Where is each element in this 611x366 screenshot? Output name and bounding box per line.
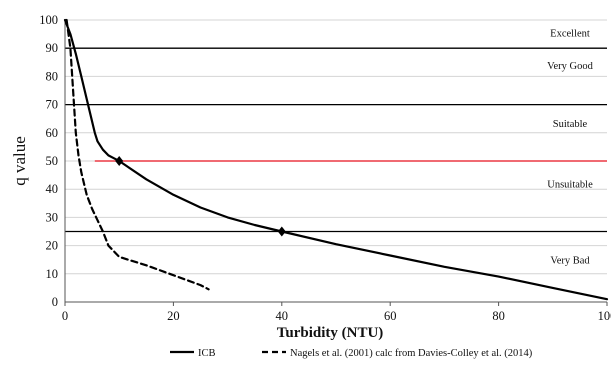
threshold-layer [65, 47, 607, 233]
y-axis-title: q value [10, 136, 29, 186]
x-axis-title: Turbidity (NTU) [277, 325, 384, 341]
y-tick-label: 60 [46, 126, 59, 140]
series-layer [63, 18, 609, 301]
band-label: Suitable [553, 119, 588, 130]
x-tick-label: 0 [62, 309, 68, 323]
y-tick-label: 70 [46, 98, 59, 112]
legend: ICB Nagels et al. (2001) calc from Davies… [170, 348, 533, 359]
y-tick-label: 100 [39, 13, 58, 27]
marker-layer [115, 156, 286, 237]
y-tick-label: 0 [52, 295, 58, 309]
x-tick-label: 20 [167, 309, 180, 323]
y-tick-label: 10 [46, 267, 59, 281]
legend-label: ICB [198, 348, 216, 359]
diamond-marker [115, 156, 124, 166]
band-label: Excellent [550, 29, 590, 40]
y-tick-label: 50 [46, 154, 59, 168]
icb-series-line [63, 18, 609, 301]
nagels-series-line [65, 18, 210, 291]
y-tick-label: 80 [46, 69, 59, 83]
legend-label: Nagels et al. (2001) calc from Davies-Co… [290, 348, 533, 359]
ticks-layer: 0 10 20 30 40 50 60 70 80 90 100 0 20 40 60 80 100 [39, 13, 611, 323]
y-tick-label: 20 [46, 239, 59, 253]
y-tick-label: 40 [46, 182, 59, 196]
x-tick-label: 40 [276, 309, 289, 323]
x-tick-label: 60 [384, 309, 397, 323]
axes-layer [64, 20, 607, 303]
x-tick-label: 100 [598, 309, 611, 323]
grid-layer [65, 19, 607, 275]
band-label: Unsuitable [547, 180, 593, 191]
y-tick-label: 90 [46, 41, 59, 55]
band-label: Very Good [547, 61, 594, 72]
diamond-marker [277, 226, 286, 237]
band-label: Very Bad [550, 256, 590, 267]
y-tick-label: 30 [46, 210, 59, 224]
band-layer: Excellent Very Good Suitable Unsuitable Very… [547, 29, 594, 267]
x-tick-label: 80 [492, 309, 505, 323]
